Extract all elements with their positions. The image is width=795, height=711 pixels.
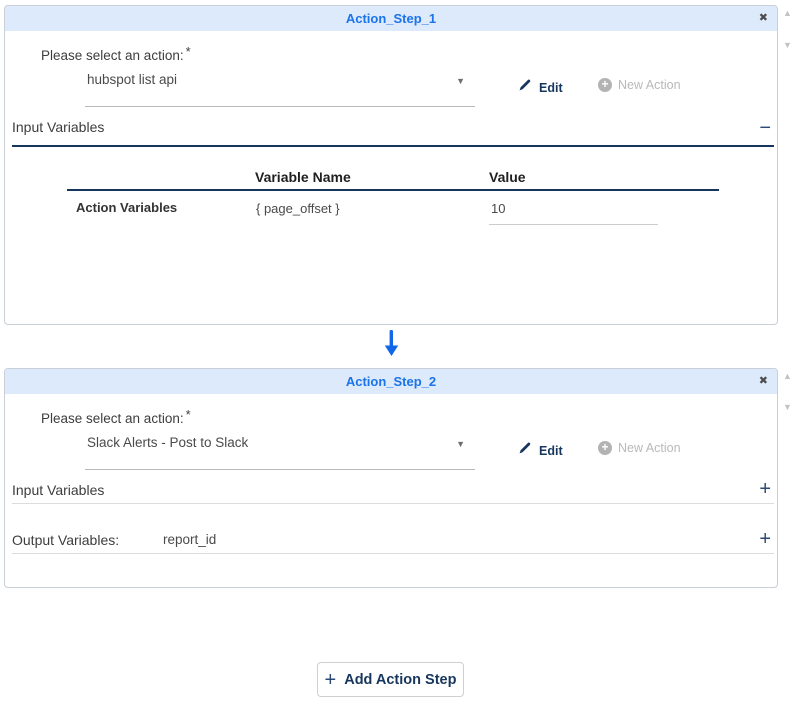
- action-step-2-panel: Action_Step_2 ✖ Please select an action:…: [4, 368, 778, 588]
- scroll-down-icon[interactable]: ▼: [783, 402, 792, 412]
- chevron-down-icon: ▼: [456, 439, 465, 449]
- new-action-button[interactable]: + New Action: [598, 441, 681, 455]
- select-action-label: Please select an action: *: [41, 407, 191, 426]
- action-step-1-header: Action_Step_1 ✖: [5, 6, 777, 31]
- table-header-divider: [67, 189, 719, 191]
- output-variables-label: Output Variables:: [12, 532, 120, 548]
- section-divider: [12, 145, 774, 147]
- row-header-action-variables: Action Variables: [76, 200, 178, 215]
- edit-action-button[interactable]: Edit: [518, 441, 563, 460]
- plus-circle-icon: +: [598, 78, 612, 92]
- variable-value-input[interactable]: [489, 199, 658, 225]
- action-step-1-panel: Action_Step_1 ✖ Please select an action:…: [4, 5, 778, 325]
- required-asterisk: *: [185, 44, 191, 59]
- new-action-button[interactable]: + New Action: [598, 78, 681, 92]
- action-select[interactable]: hubspot list api ▼: [85, 68, 475, 108]
- flow-arrow-icon: [384, 330, 399, 357]
- action-step-1-title: Action_Step_1: [345, 11, 437, 26]
- pencil-icon: [518, 78, 532, 97]
- scroll-down-icon[interactable]: ▼: [783, 40, 792, 50]
- section-divider: [12, 553, 774, 554]
- scroll-up-icon[interactable]: ▲: [783, 8, 792, 18]
- action-select-value: Slack Alerts - Post to Slack: [87, 435, 249, 450]
- new-action-label: New Action: [618, 78, 681, 92]
- pencil-icon: [518, 441, 532, 460]
- new-action-label: New Action: [618, 441, 681, 455]
- required-asterisk: *: [185, 407, 191, 422]
- expand-plus-icon[interactable]: +: [759, 478, 771, 500]
- section-divider: [12, 503, 774, 504]
- edit-label: Edit: [539, 80, 563, 95]
- input-variables-label: Input Variables: [12, 482, 105, 498]
- action-step-2-title: Action_Step_2: [345, 374, 437, 389]
- expand-plus-icon[interactable]: +: [759, 528, 771, 550]
- input-variables-label: Input Variables: [12, 119, 105, 135]
- select-underline: [85, 469, 475, 470]
- column-header-variable-name: Variable Name: [255, 169, 351, 185]
- collapse-minus-icon[interactable]: −: [759, 117, 771, 139]
- chevron-down-icon: ▼: [456, 76, 465, 86]
- close-icon[interactable]: ✖: [758, 12, 768, 24]
- add-action-step-button[interactable]: + Add Action Step: [317, 662, 464, 697]
- variable-name-cell: { page_offset }: [256, 201, 340, 216]
- output-variable-value: report_id: [163, 532, 217, 547]
- action-step-2-header: Action_Step_2 ✖: [5, 369, 777, 394]
- column-header-value: Value: [489, 169, 526, 185]
- select-action-label: Please select an action: *: [41, 44, 191, 63]
- action-select[interactable]: Slack Alerts - Post to Slack ▼: [85, 431, 475, 471]
- add-action-step-label: Add Action Step: [344, 671, 457, 688]
- edit-label: Edit: [539, 443, 563, 458]
- close-icon[interactable]: ✖: [758, 375, 768, 387]
- select-underline: [85, 106, 475, 107]
- edit-action-button[interactable]: Edit: [518, 78, 563, 97]
- scroll-up-icon[interactable]: ▲: [783, 371, 792, 381]
- action-select-value: hubspot list api: [87, 72, 178, 87]
- plus-circle-icon: +: [598, 441, 612, 455]
- plus-icon: +: [324, 668, 337, 691]
